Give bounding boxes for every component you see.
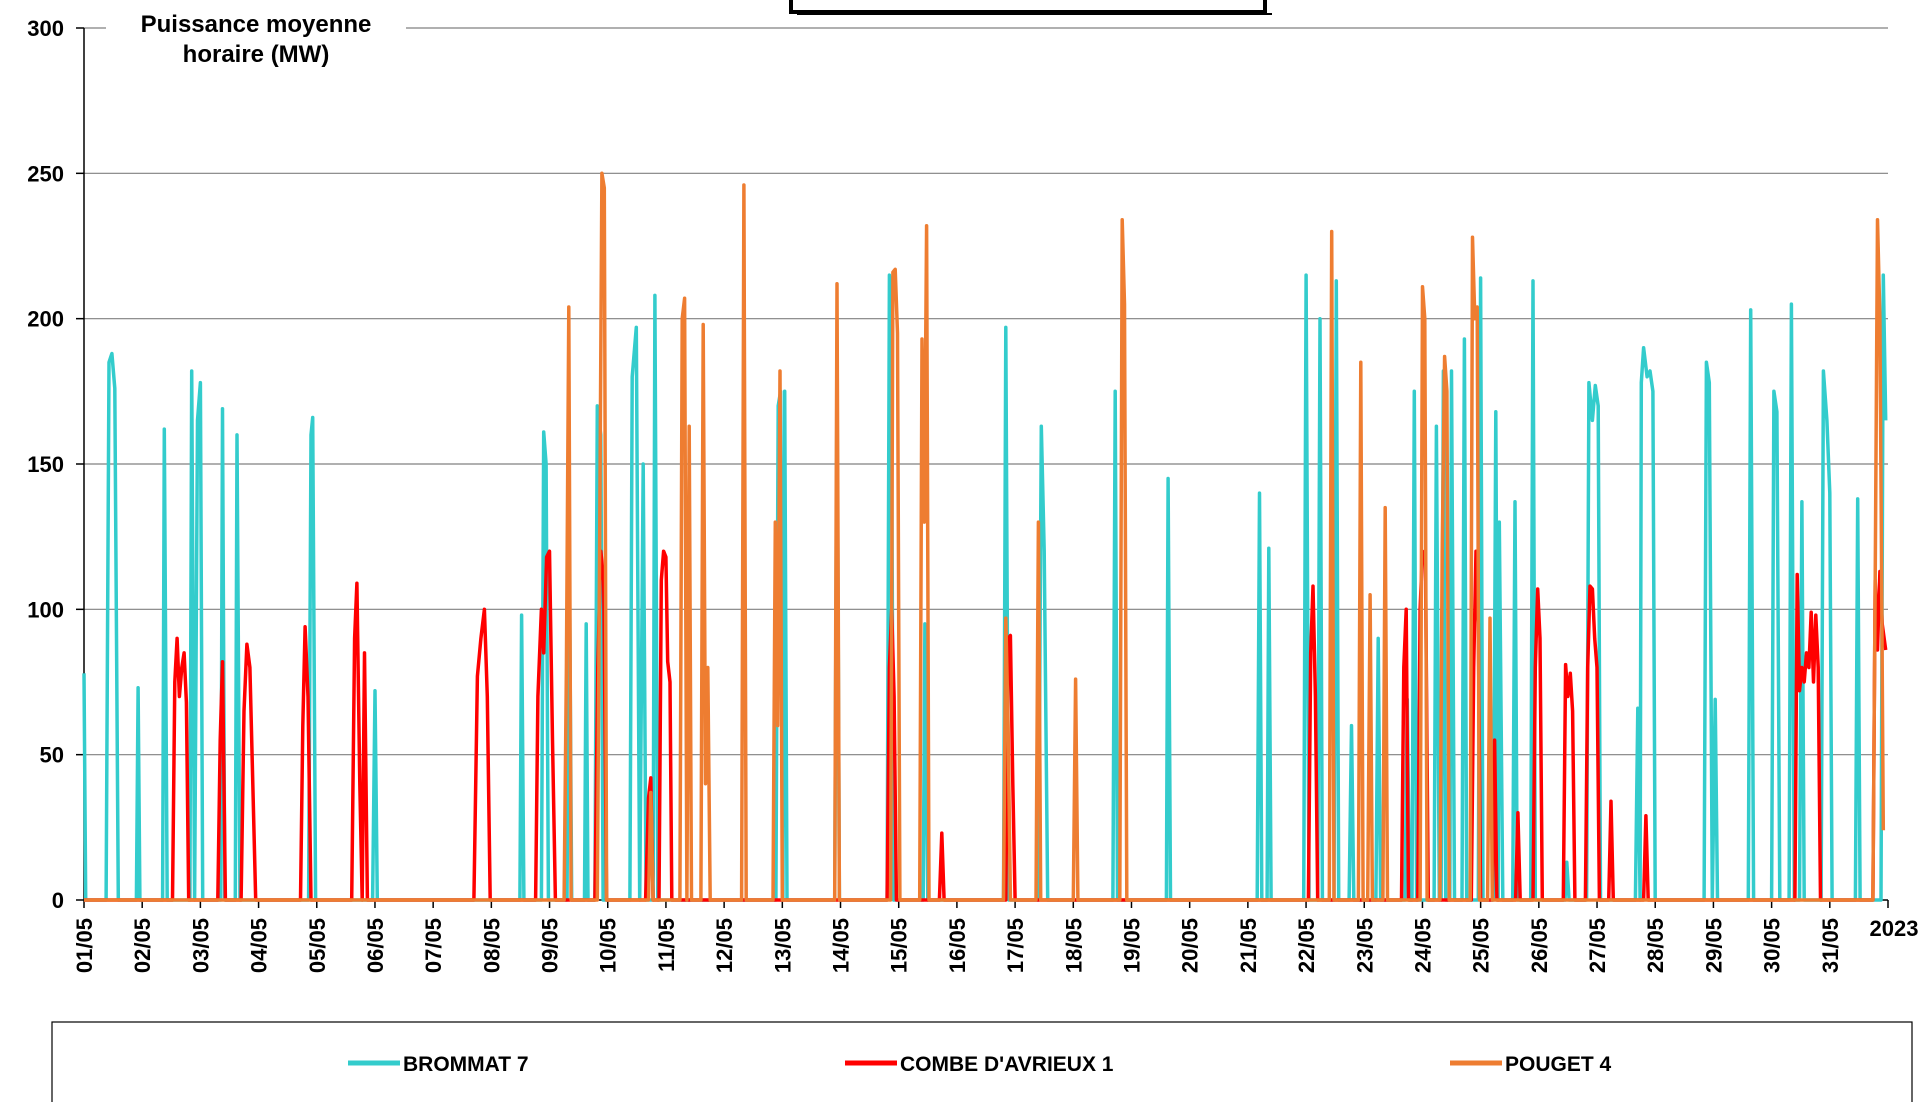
series-line-pouget-4 xyxy=(84,171,1886,902)
x-tick-label-2: 03/05 xyxy=(188,918,213,973)
x-tick-label-12: 13/05 xyxy=(770,918,795,973)
title-box-frame xyxy=(789,0,1267,14)
x-tick-label-1: 02/05 xyxy=(130,918,155,973)
x-end-label: 2023 xyxy=(1870,916,1919,941)
x-tick-label-3: 04/05 xyxy=(247,918,272,973)
x-tick-label-15: 16/05 xyxy=(945,918,970,973)
x-tick-label-8: 09/05 xyxy=(538,918,563,973)
legend: BROMMAT 7 COMBE D'AVRIEUX 1 POUGET 4 xyxy=(51,1021,1913,1102)
y-axis-ticks: 0 50 100 150 200 250 300 xyxy=(27,16,84,913)
y-axis-label-line-0: Puissance moyenne xyxy=(141,11,372,38)
x-tick-label-13: 14/05 xyxy=(829,918,854,973)
x-tick-label-16: 17/05 xyxy=(1003,918,1028,973)
y-tick-label-150: 150 xyxy=(27,452,64,477)
y-tick-label-250: 250 xyxy=(27,161,64,186)
x-tick-label-7: 08/05 xyxy=(479,918,504,973)
x-tick-label-19: 20/05 xyxy=(1178,918,1203,973)
x-tick-label-28: 29/05 xyxy=(1701,918,1726,973)
x-tick-label-26: 27/05 xyxy=(1585,918,1610,973)
x-tick-label-6: 07/05 xyxy=(421,918,446,973)
x-tick-label-30: 31/05 xyxy=(1818,918,1843,973)
x-tick-label-14: 15/05 xyxy=(887,918,912,973)
x-tick-label-25: 26/05 xyxy=(1527,918,1552,973)
series-line-combe-d-avrieux-1 xyxy=(84,549,1888,902)
y-tick-label-50: 50 xyxy=(40,743,64,768)
x-tick-label-29: 30/05 xyxy=(1760,918,1785,973)
x-tick-label-24: 25/05 xyxy=(1469,918,1494,973)
x-tick-label-0: 01/05 xyxy=(72,918,97,973)
x-tick-label-9: 10/05 xyxy=(596,918,621,973)
legend-label-1: COMBE D'AVRIEUX 1 xyxy=(900,1053,1114,1076)
x-tick-label-22: 23/05 xyxy=(1352,918,1377,973)
y-tick-label-200: 200 xyxy=(27,307,64,332)
x-tick-label-23: 24/05 xyxy=(1410,918,1435,973)
x-tick-label-27: 28/05 xyxy=(1643,918,1668,973)
legend-label-0: BROMMAT 7 xyxy=(403,1053,529,1076)
x-tick-label-11: 12/05 xyxy=(712,918,737,973)
y-axis-label-background xyxy=(106,8,406,74)
x-tick-label-18: 19/05 xyxy=(1119,918,1144,973)
x-tick-label-10: 11/05 xyxy=(654,918,679,972)
x-tick-label-21: 22/05 xyxy=(1294,918,1319,973)
y-axis-label: Puissance moyenne horaire (MW) xyxy=(106,8,406,74)
y-tick-label-0: 0 xyxy=(52,888,64,913)
x-tick-label-5: 06/05 xyxy=(363,918,388,973)
series-lines xyxy=(82,171,1888,902)
y-tick-label-300: 300 xyxy=(27,16,64,41)
title-box xyxy=(789,0,1272,15)
x-axis-ticks: 01/05 02/05 03/05 04/05 05/05 06/05 07/05 08/05… xyxy=(72,900,1918,973)
y-axis-label-line-1: horaire (MW) xyxy=(183,41,330,68)
x-tick-label-20: 21/05 xyxy=(1236,918,1261,973)
legend-label-2: POUGET 4 xyxy=(1505,1053,1612,1076)
x-tick-label-4: 05/05 xyxy=(305,918,330,973)
y-tick-label-100: 100 xyxy=(27,597,64,622)
x-tick-label-17: 18/05 xyxy=(1061,918,1086,973)
